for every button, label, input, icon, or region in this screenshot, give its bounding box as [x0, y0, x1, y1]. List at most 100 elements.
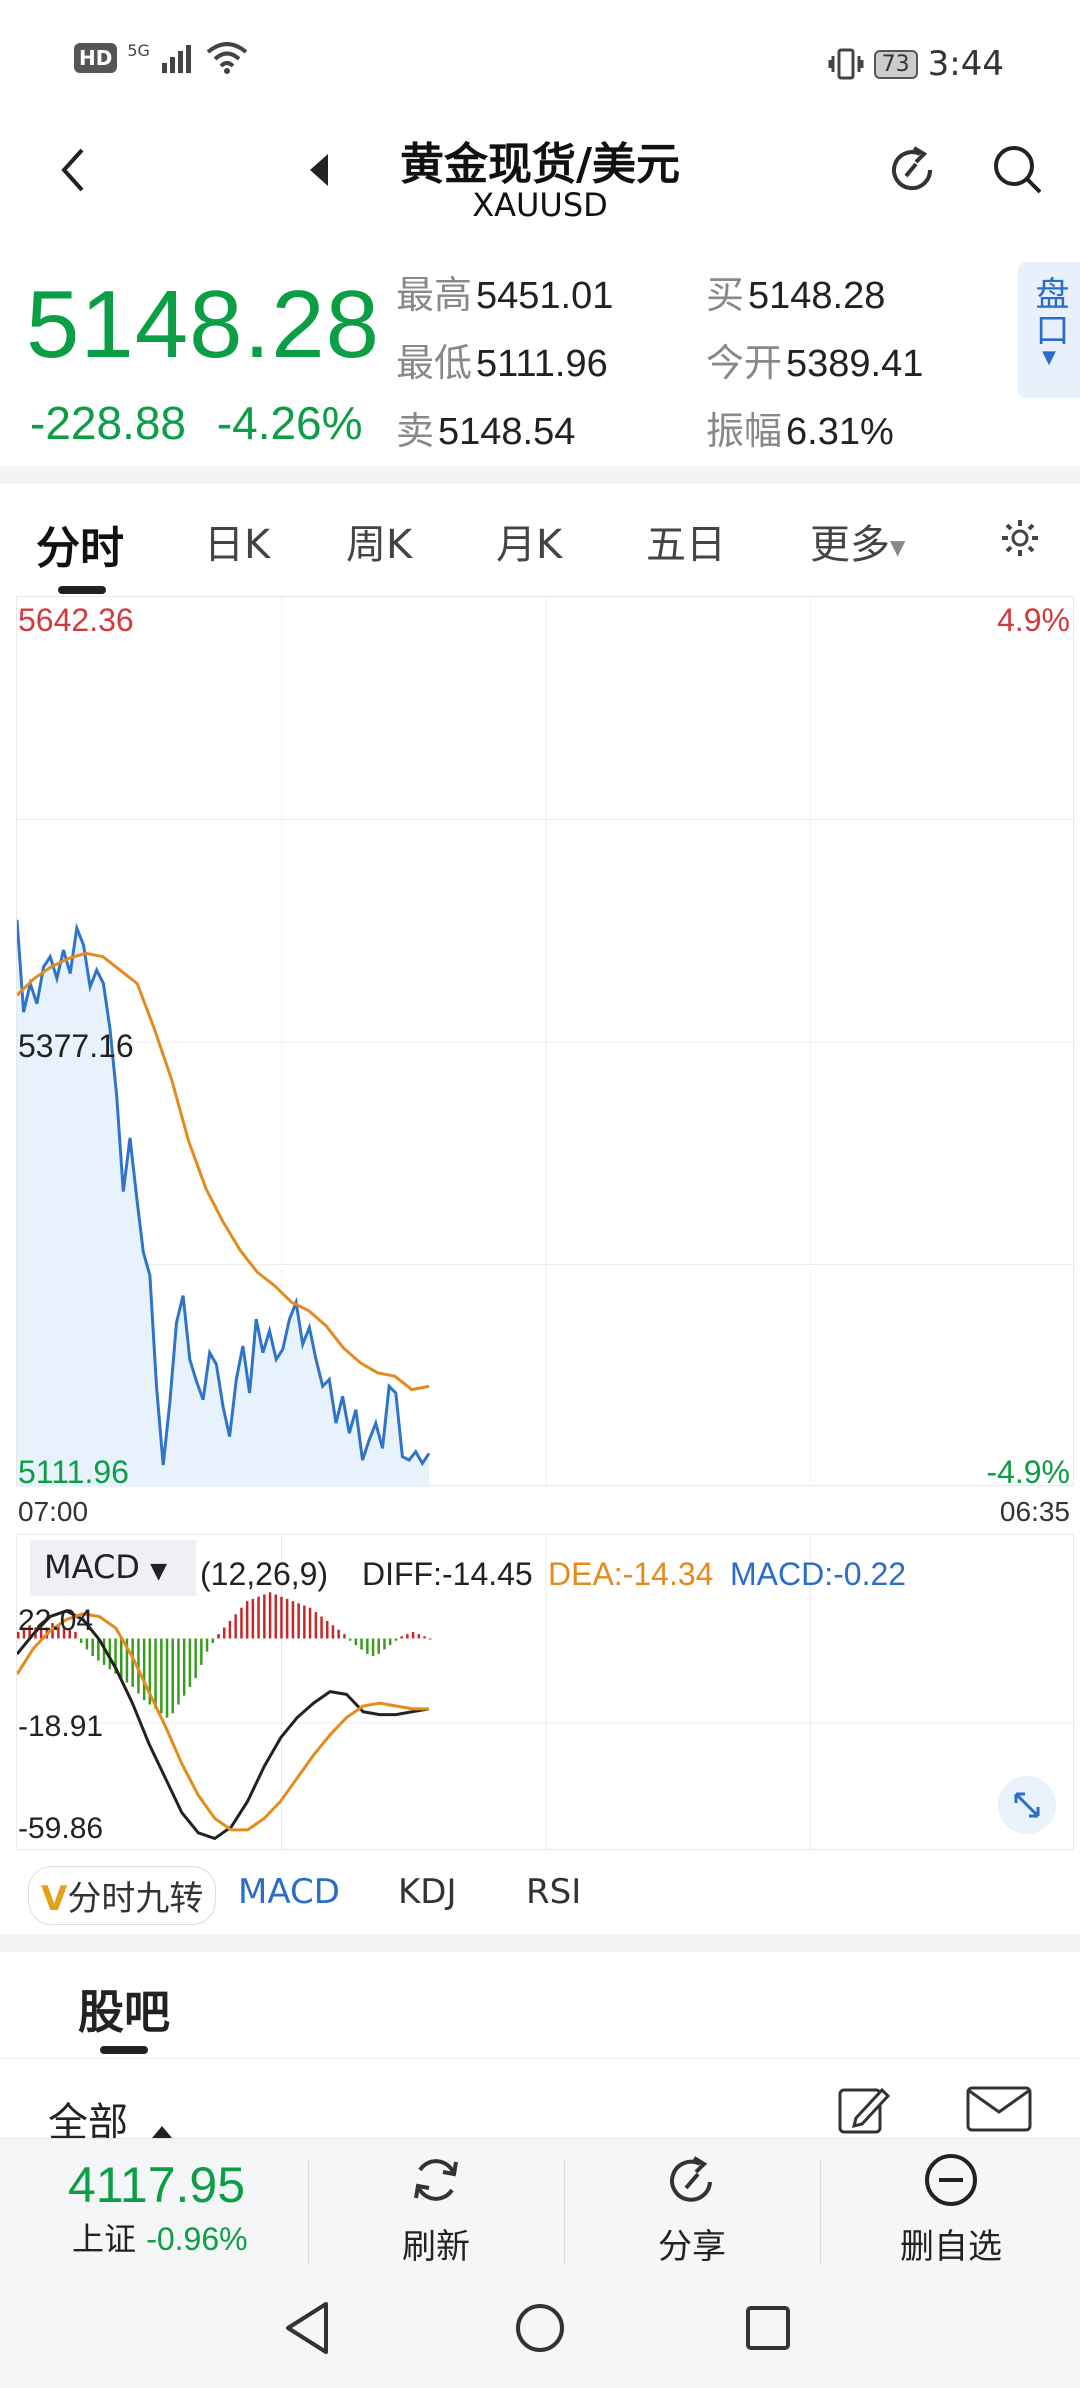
indicator-tab-kdj[interactable]: KDJ — [398, 1872, 457, 1912]
status-right: 73 3:44 — [828, 44, 1004, 84]
open-value: 5389.41 — [786, 343, 924, 385]
macd-histogram-bar — [142, 1638, 146, 1701]
nav-back-icon[interactable] — [282, 2300, 334, 2356]
macd-histogram-bar — [297, 1603, 300, 1639]
expand-button[interactable] — [998, 1776, 1056, 1834]
intraday-chart-svg — [15, 597, 1075, 1487]
remove-watchlist-button[interactable]: 删自选 — [866, 2150, 1036, 2268]
divider — [820, 2160, 821, 2264]
refresh-button[interactable]: 刷新 — [368, 2150, 504, 2268]
y-mid-label: 5377.16 — [18, 1028, 134, 1064]
expand-up-icon[interactable] — [152, 2126, 172, 2138]
chevron-down-icon: ▼ — [890, 535, 906, 559]
macd-histogram-bar — [417, 1634, 421, 1639]
macd-histogram-bar — [217, 1634, 220, 1639]
macd-histogram-bar — [120, 1638, 123, 1679]
macd-histogram-bar — [383, 1638, 386, 1650]
macd-histogram-bar — [394, 1638, 398, 1641]
wifi-icon — [206, 42, 248, 74]
macd-y-min: -59.86 — [18, 1812, 104, 1845]
pct-max-label: 4.9% — [997, 602, 1070, 638]
back-icon[interactable] — [58, 146, 88, 194]
macd-histogram-bar — [137, 1638, 140, 1694]
macd-histogram-bar — [371, 1638, 375, 1657]
pankou-button[interactable]: 盘口 ▼ — [1018, 262, 1080, 398]
tab-more[interactable]: 更多▼ — [810, 512, 905, 570]
amp-cell: 振幅 6.31% — [706, 400, 894, 455]
high-cell: 最高 5451.01 — [396, 264, 613, 319]
signal-label: 5G — [127, 40, 150, 60]
macd-histogram-bar — [308, 1607, 312, 1639]
macd-histogram-bar — [314, 1612, 318, 1639]
edit-post-icon[interactable] — [836, 2080, 892, 2136]
macd-histogram-bar — [257, 1596, 260, 1639]
sell-label: 卖 — [396, 411, 435, 453]
amp-value: 6.31% — [786, 411, 894, 453]
macd-histogram-bar — [125, 1638, 129, 1683]
time-start-label: 07:00 — [18, 1496, 89, 1527]
macd-histogram-bar — [406, 1634, 409, 1639]
divider — [0, 466, 1080, 484]
tab-weekly-k[interactable]: 周K — [346, 522, 413, 568]
guba-title[interactable]: 股吧 — [78, 1985, 170, 2039]
macd-histogram-bar — [108, 1638, 112, 1670]
nav-recents-icon[interactable] — [744, 2304, 792, 2352]
macd-histogram-bar — [114, 1638, 117, 1674]
chevron-down-icon: ▼ — [150, 1559, 168, 1584]
sell-value: 5148.54 — [438, 411, 576, 453]
macd-histogram-bar — [85, 1638, 89, 1650]
page-title: 黄金现货/美元 — [399, 139, 681, 190]
macd-histogram-bar — [348, 1638, 352, 1641]
tab-intraday[interactable]: 分时 — [36, 523, 124, 574]
time-end-label: 06:35 — [999, 1496, 1070, 1527]
search-icon[interactable] — [990, 142, 1046, 198]
price-line — [15, 919, 431, 1467]
macd-histogram-bar — [188, 1638, 192, 1687]
battery-icon: 73 — [873, 49, 918, 79]
high-label: 最高 — [396, 275, 473, 317]
symbol-code: XAUUSD — [472, 186, 608, 224]
buy-cell: 买 5148.28 — [706, 264, 885, 319]
share-button[interactable]: 分享 — [624, 2150, 760, 2268]
macd-chart[interactable] — [15, 1534, 1075, 1851]
macd-histogram-bar — [263, 1594, 266, 1639]
refresh-icon[interactable] — [884, 142, 940, 198]
macd-histogram-bar — [228, 1620, 232, 1639]
macd-histogram-bar — [102, 1638, 106, 1665]
macd-histogram-bar — [274, 1594, 277, 1639]
indicator-tab-rsi[interactable]: RSI — [526, 1872, 582, 1912]
low-value: 5111.96 — [476, 343, 608, 385]
signal-icon — [161, 45, 191, 73]
minus-circle-icon — [925, 2154, 977, 2206]
pankou-label: 盘口 — [1029, 276, 1069, 348]
macd-histogram-bar — [97, 1638, 100, 1661]
tab-daily-k[interactable]: 日K — [204, 522, 271, 568]
change-value: -228.88 — [30, 397, 187, 449]
indicator-select[interactable]: MACD ▼ — [30, 1540, 196, 1596]
macd-histogram-bar — [131, 1638, 134, 1687]
macd-histogram-bar — [211, 1638, 215, 1643]
nine-turn-button[interactable]: V分时九转 — [28, 1866, 217, 1925]
macd-histogram-bar — [423, 1636, 426, 1639]
vibrate-icon — [828, 48, 864, 80]
macd-histogram-bar — [57, 1625, 60, 1639]
macd-histogram-bar — [429, 1638, 432, 1640]
tab-monthly-k[interactable]: 月K — [496, 522, 563, 568]
settings-gear-icon[interactable] — [998, 516, 1042, 560]
remove-label: 删自选 — [900, 2227, 1002, 2267]
macd-histogram-bar — [62, 1627, 66, 1639]
prev-stock-icon[interactable] — [306, 152, 332, 188]
indicator-tab-macd[interactable]: MACD — [238, 1872, 340, 1912]
low-cell: 最低 5111.96 — [396, 332, 608, 387]
nav-home-icon[interactable] — [514, 2302, 566, 2354]
indicator-select-label: MACD — [44, 1548, 140, 1586]
low-label: 最低 — [396, 343, 473, 385]
amp-label: 振幅 — [706, 411, 783, 453]
tab-five-day[interactable]: 五日 — [646, 522, 726, 568]
buy-label: 买 — [706, 275, 745, 317]
index-ticker[interactable]: 4117.95 上证 -0.96% — [36, 2156, 286, 2260]
average-line — [15, 951, 430, 1392]
expand-icon — [1014, 1792, 1040, 1818]
mail-icon[interactable] — [966, 2086, 1032, 2132]
intraday-chart[interactable] — [15, 596, 1075, 1487]
